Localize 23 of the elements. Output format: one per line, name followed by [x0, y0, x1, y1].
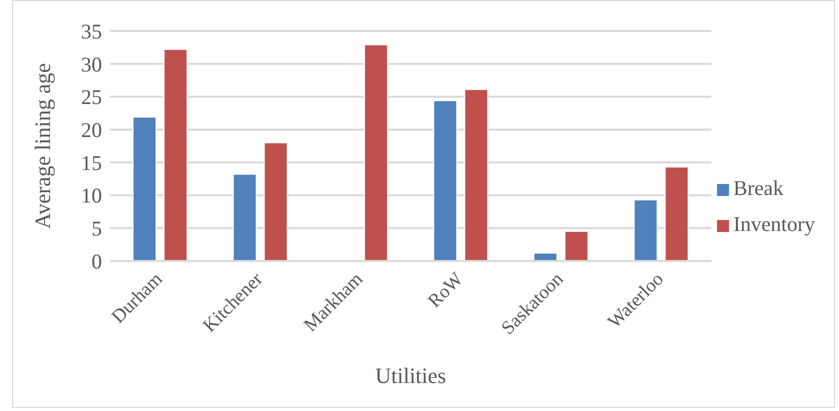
bar [564, 230, 588, 261]
y-tick-label: 35 [81, 19, 102, 44]
legend-label: Inventory [733, 212, 815, 236]
bar [664, 166, 689, 261]
bar [464, 88, 488, 261]
bar [634, 199, 658, 261]
bar [364, 44, 388, 261]
y-tick-label: 30 [81, 52, 102, 76]
y-tick-label: 20 [81, 118, 102, 142]
legend-label: Break [733, 176, 784, 200]
bar [533, 252, 558, 261]
bar [132, 116, 157, 261]
y-tick-label: 10 [81, 184, 102, 208]
bar [264, 142, 288, 261]
y-tick-label: 25 [81, 85, 102, 110]
bar [433, 100, 458, 261]
y-tick-label: 5 [92, 216, 102, 241]
y-axis-title: Average lining age [30, 63, 55, 229]
bar [164, 48, 188, 261]
x-axis-title: Utilities [375, 363, 446, 388]
y-tick-label: 15 [81, 150, 102, 175]
bar [232, 174, 257, 261]
y-tick-label: 0 [92, 249, 102, 274]
